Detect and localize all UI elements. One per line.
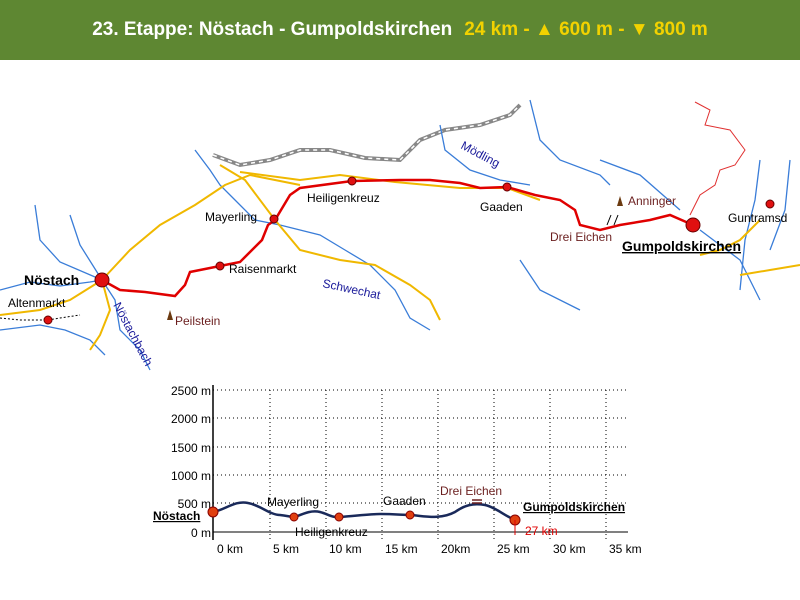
x-tick-35: 35 km xyxy=(609,542,642,556)
gaaden-marker xyxy=(502,182,512,192)
profile-label-end-km: 27 km xyxy=(525,524,558,538)
raisenmarkt-marker xyxy=(215,261,225,271)
descent-value: 800 m xyxy=(653,19,708,40)
stage-title: 23. Etappe: Nöstach - Gumpoldskirchen xyxy=(92,19,453,40)
x-tick-20: 20km xyxy=(441,542,470,556)
map-label-raisenmarkt: Raisenmarkt xyxy=(229,262,297,276)
y-tick-500: 500 m xyxy=(178,497,211,511)
x-tick-25: 25 km xyxy=(497,542,530,556)
altenmarkt-marker xyxy=(43,315,53,325)
profile-point-gaaden xyxy=(405,510,415,520)
x-tick-30: 30 km xyxy=(553,542,586,556)
map-label-guntramsd: Guntramsd xyxy=(728,211,787,225)
x-tick-5: 5 km xyxy=(273,542,299,556)
map-label-anninger: Anninger xyxy=(628,194,676,208)
profile-label-heiligenkreuz: Heiligenkreuz xyxy=(295,525,368,539)
profile-grid xyxy=(213,389,628,540)
stage-stats: 24 km - ▲ 600 m - ▼ 800 m xyxy=(464,19,708,40)
noestach-marker xyxy=(94,272,110,288)
profile-point-mayerling xyxy=(289,512,299,522)
ascent-value: 600 m xyxy=(559,19,613,40)
map-label-peilstein: Peilstein xyxy=(175,314,220,328)
profile-label-gumpoldskirchen: Gumpoldskirchen xyxy=(523,500,625,514)
descent-icon: ▼ xyxy=(629,19,649,40)
distance-value: 24 km xyxy=(464,19,519,40)
map-label-noestachbach: Nöstachbach xyxy=(110,300,155,368)
map-label-gaaden: Gaaden xyxy=(480,200,523,214)
map-label-schwechat: Schwechat xyxy=(321,276,382,302)
map-label-heiligenkreuz: Heiligenkreuz xyxy=(307,191,380,205)
elevation-line xyxy=(212,501,516,522)
profile-label-drei-eichen: Drei Eichen xyxy=(440,484,502,498)
heiligenkreuz-marker xyxy=(347,176,357,186)
profile-pass-icon xyxy=(472,499,482,504)
y-tick-1000: 1000 m xyxy=(171,469,211,483)
profile-point-heiligenkreuz xyxy=(334,512,344,522)
ascent-icon: ▲ xyxy=(534,19,554,40)
map-label-noestach: Nöstach xyxy=(24,272,79,288)
river-network xyxy=(0,99,791,371)
hiking-route xyxy=(101,178,694,298)
map-label-mayerling: Mayerling xyxy=(205,210,257,224)
guntramsd-marker xyxy=(765,199,775,209)
x-tick-10: 10 km xyxy=(329,542,362,556)
state-border xyxy=(689,101,746,216)
railway-line xyxy=(212,103,522,168)
profile-label-gaaden: Gaaden xyxy=(383,494,426,508)
profile-point-noestach xyxy=(207,506,219,518)
peilstein-icon xyxy=(167,310,173,320)
mayerling-marker xyxy=(269,214,279,224)
title-bar: 23. Etappe: Nöstach - Gumpoldskirchen 24… xyxy=(0,0,800,60)
profile-label-mayerling: Mayerling xyxy=(267,495,319,509)
map-label-altenmarkt: Altenmarkt xyxy=(8,296,66,310)
y-tick-2000: 2000 m xyxy=(171,412,211,426)
pass-icon xyxy=(606,214,619,226)
map-label-drei-eichen: Drei Eichen xyxy=(550,230,612,244)
y-tick-0: 0 m xyxy=(191,526,211,540)
route-map: Nöstach Altenmarkt Raisenmarkt Mayerling… xyxy=(0,99,800,371)
elevation-profile: 2500 m 2000 m 1500 m 1000 m 500 m 0 m 0 … xyxy=(153,384,642,556)
y-tick-1500: 1500 m xyxy=(171,441,211,455)
profile-label-noestach: Nöstach xyxy=(153,509,200,523)
x-tick-15: 15 km xyxy=(385,542,418,556)
gumpoldskirchen-marker xyxy=(685,217,701,233)
anninger-icon xyxy=(617,196,623,206)
map-label-gumpoldskirchen: Gumpoldskirchen xyxy=(622,238,741,254)
x-tick-0: 0 km xyxy=(217,542,243,556)
y-tick-2500: 2500 m xyxy=(171,384,211,398)
